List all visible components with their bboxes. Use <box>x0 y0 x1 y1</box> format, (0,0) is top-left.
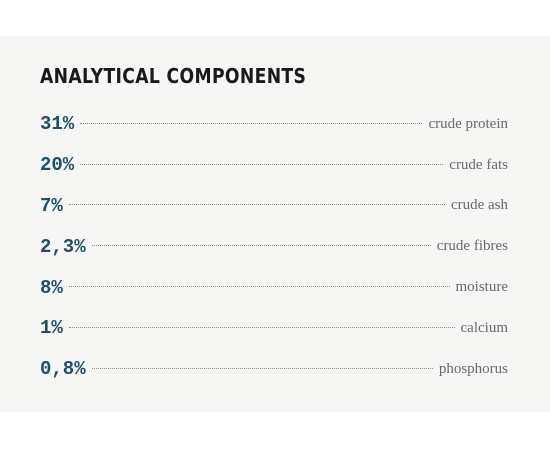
component-label: calcium <box>460 319 508 336</box>
component-row-calcium: 1% calcium <box>40 308 508 349</box>
component-value: 7% <box>40 194 63 217</box>
component-label: crude ash <box>450 197 508 214</box>
section-title: ANALYTICAL COMPONENTS <box>40 64 307 88</box>
component-value: 0,8% <box>40 358 86 381</box>
component-row-crude-protein: 31% crude protein <box>40 104 508 145</box>
component-row-moisture: 8% moisture <box>40 267 508 308</box>
dotted-leader <box>80 122 423 124</box>
component-row-crude-fats: 20% crude fats <box>40 145 508 186</box>
component-label: crude protein <box>428 115 508 132</box>
component-row-crude-ash: 7% crude ash <box>40 186 508 227</box>
dotted-leader <box>68 326 455 328</box>
dotted-leader <box>91 367 433 369</box>
dotted-leader <box>68 286 450 288</box>
component-label: phosphorus <box>438 360 508 377</box>
component-value: 8% <box>40 276 63 299</box>
component-label: crude fats <box>449 156 508 173</box>
components-list: 31% crude protein 20% crude fats 7% crud… <box>40 104 508 390</box>
component-row-phosphorus: 0,8% phosphorus <box>40 349 508 390</box>
dotted-leader <box>68 204 445 206</box>
component-row-crude-fibres: 2,3% crude fibres <box>40 226 508 267</box>
component-value: 31% <box>40 113 75 136</box>
component-value: 1% <box>40 317 63 340</box>
dotted-leader <box>91 245 431 247</box>
dotted-leader <box>80 163 444 165</box>
component-value: 20% <box>40 154 75 177</box>
analytical-components-panel: ANALYTICAL COMPONENTS 31% crude protein … <box>0 36 550 412</box>
component-label: moisture <box>455 279 509 296</box>
component-value: 2,3% <box>40 235 86 258</box>
component-label: crude fibres <box>436 238 508 255</box>
